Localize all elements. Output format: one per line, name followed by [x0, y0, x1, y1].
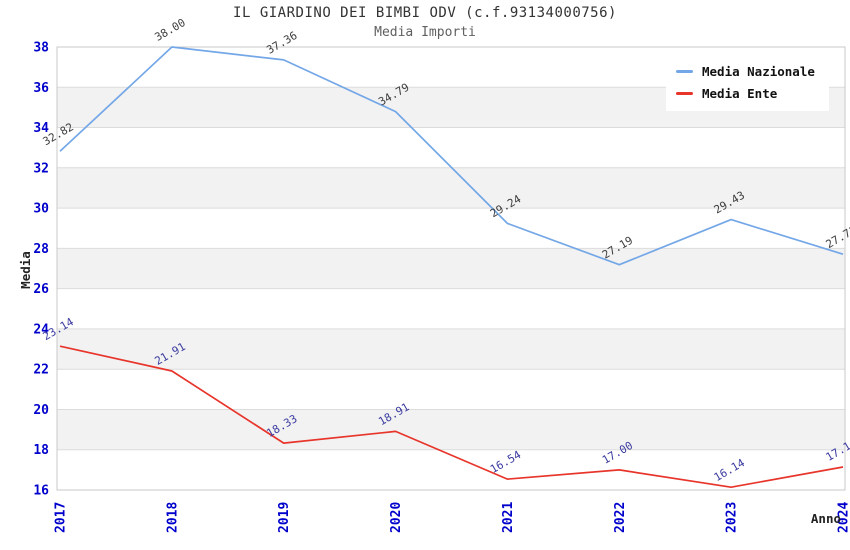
legend-label-media-nazionale: Media Nazionale: [702, 64, 815, 79]
svg-text:18: 18: [33, 443, 49, 458]
legend-item-media-ente: Media Ente: [676, 86, 815, 101]
svg-text:2023: 2023: [725, 502, 740, 533]
svg-text:34: 34: [33, 121, 49, 136]
chart-subtitle: Media Importi: [374, 25, 476, 40]
svg-text:16.14: 16.14: [712, 456, 748, 484]
svg-text:2018: 2018: [165, 502, 180, 533]
chart-title: IL GIARDINO DEI BIMBI ODV (c.f.931340007…: [233, 5, 617, 21]
svg-text:2019: 2019: [277, 502, 292, 533]
y-axis-title: Media: [18, 251, 33, 289]
legend-item-media-nazionale: Media Nazionale: [676, 64, 815, 79]
svg-text:27.71: 27.71: [824, 223, 850, 251]
svg-text:20: 20: [33, 403, 49, 418]
legend-swatch-media-nazionale: [676, 70, 693, 73]
svg-text:24: 24: [33, 322, 49, 337]
svg-text:32: 32: [33, 161, 49, 176]
svg-text:2024: 2024: [837, 502, 850, 533]
svg-text:28: 28: [33, 242, 49, 257]
svg-text:38: 38: [33, 41, 49, 56]
svg-text:36: 36: [33, 81, 49, 96]
svg-text:2021: 2021: [501, 502, 516, 533]
svg-text:30: 30: [33, 202, 49, 217]
svg-text:2020: 2020: [389, 502, 404, 533]
x-axis-title: Anno: [810, 511, 841, 526]
svg-text:2022: 2022: [613, 502, 628, 533]
svg-text:2017: 2017: [54, 502, 69, 533]
legend-swatch-media-ente: [676, 92, 693, 95]
legend: Media Nazionale Media Ente: [666, 54, 829, 111]
svg-text:22: 22: [33, 363, 49, 378]
svg-text:16: 16: [33, 484, 49, 499]
legend-label-media-ente: Media Ente: [702, 86, 778, 101]
svg-text:26: 26: [33, 282, 49, 297]
svg-text:16.54: 16.54: [488, 448, 524, 476]
